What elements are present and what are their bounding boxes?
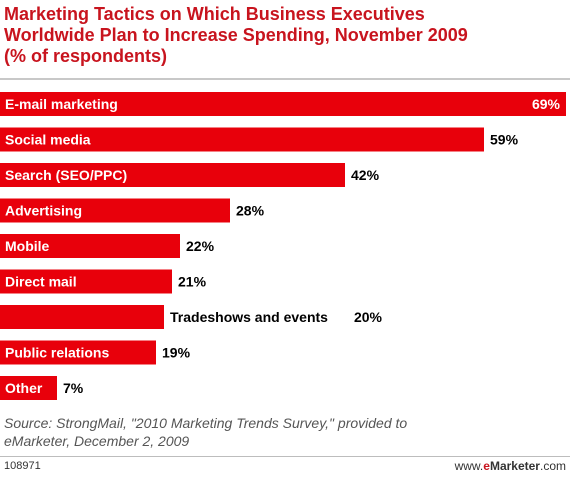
category-label-8: Other xyxy=(5,380,43,396)
bar-4 xyxy=(0,234,180,258)
category-label-1: Social media xyxy=(5,132,91,148)
chart-title-line-3: (% of respondents) xyxy=(4,46,168,66)
chart-title-line-1: Marketing Tactics on Which Business Exec… xyxy=(4,4,425,24)
value-label-3: 28% xyxy=(236,203,265,219)
value-label-1: 59% xyxy=(490,132,519,148)
category-label-6: Tradeshows and events xyxy=(170,309,328,325)
top-divider xyxy=(0,78,570,80)
bar-2 xyxy=(0,163,345,187)
bar-5 xyxy=(0,269,172,294)
bar-7 xyxy=(0,340,156,365)
brand-url[interactable]: www.eMarketer.com xyxy=(455,459,566,473)
category-label-5: Direct mail xyxy=(5,274,77,290)
category-label-0: E-mail marketing xyxy=(5,96,118,112)
value-label-6: 20% xyxy=(354,309,383,325)
category-label-2: Search (SEO/PPC) xyxy=(5,167,127,183)
chart-id: 108971 xyxy=(4,460,41,472)
value-label-7: 19% xyxy=(162,345,191,361)
chart-title: Marketing Tactics on Which Business Exec… xyxy=(4,4,564,67)
value-label-4: 22% xyxy=(186,238,215,254)
bottom-divider xyxy=(0,456,570,457)
source-line-1: Source: StrongMail, "2010 Marketing Tren… xyxy=(4,415,408,431)
source-note: Source: StrongMail, "2010 Marketing Tren… xyxy=(4,414,564,450)
bar-0 xyxy=(0,92,566,116)
bar-1 xyxy=(0,127,484,152)
category-label-4: Mobile xyxy=(5,238,50,254)
brand-suffix: .com xyxy=(539,459,566,473)
bar-8 xyxy=(0,376,57,400)
brand-prefix: www. xyxy=(454,459,484,473)
bar-6 xyxy=(0,305,164,329)
bar-3 xyxy=(0,198,230,223)
source-line-2: eMarketer, December 2, 2009 xyxy=(4,433,190,449)
value-label-5: 21% xyxy=(178,274,207,290)
chart-title-line-2: Worldwide Plan to Increase Spending, Nov… xyxy=(4,25,468,45)
brand-name: Marketer xyxy=(489,459,540,473)
brand-logo-e: e xyxy=(483,459,490,473)
value-label-2: 42% xyxy=(351,167,380,183)
category-label-3: Advertising xyxy=(5,203,82,219)
value-label-0: 69% xyxy=(532,96,561,112)
category-label-7: Public relations xyxy=(5,345,109,361)
bar-chart: E-mail marketing 69% Social media 59% Search… xyxy=(0,92,566,400)
value-label-8: 7% xyxy=(63,380,84,396)
